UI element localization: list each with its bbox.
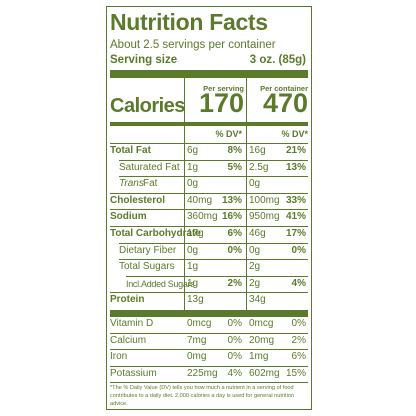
row-rule: [126, 275, 308, 277]
daily-value: 4%: [291, 277, 306, 289]
row-rule: [110, 382, 308, 384]
amount: 2g: [249, 277, 261, 289]
amount: 0g: [187, 178, 199, 190]
amount: 34g: [249, 294, 266, 306]
row-rule: [110, 143, 308, 144]
column-header: Per serving: [203, 84, 244, 93]
title: Nutrition Facts: [110, 9, 268, 35]
dv-header: % DV*: [281, 129, 308, 139]
column-header: Per container: [260, 84, 308, 93]
nutrient-name: Total Sugars: [119, 261, 175, 273]
daily-value: 2%: [291, 334, 306, 346]
amount: 17g: [187, 228, 204, 239]
nutrient-name: Fat: [143, 178, 158, 190]
amount: 0g: [249, 244, 261, 256]
row-rule: [110, 192, 308, 194]
servings: About 2.5 servings per container: [110, 39, 276, 51]
nutrient-name: Incl.Added Sugars: [126, 278, 195, 289]
row-rule: [110, 226, 308, 227]
medium-rule: [110, 122, 308, 126]
row-rule: [110, 365, 308, 367]
amount: 2.5g: [249, 161, 269, 173]
row-rule: [110, 316, 308, 317]
amount: 360mg: [187, 211, 218, 223]
serving-size-value: 3 oz. (85g): [249, 54, 306, 66]
daily-value: 8%: [227, 145, 242, 156]
daily-value: 5%: [227, 161, 242, 173]
nutrient-name: Sodium: [110, 211, 147, 223]
divider: [184, 78, 185, 312]
daily-value: 33%: [285, 194, 306, 206]
row-rule: [119, 242, 308, 244]
daily-value: 0%: [227, 318, 242, 329]
nutrient-name: Saturated Fat: [119, 161, 180, 173]
amount: 0g: [249, 178, 261, 190]
thick-rule: [110, 70, 308, 78]
serving-size-label: Serving size: [110, 54, 178, 66]
amount: 0mg: [187, 351, 207, 363]
nutrient-name: Vitamin D: [110, 318, 154, 329]
daily-value: 0%: [227, 244, 242, 256]
amount: 0mcg: [187, 318, 212, 329]
nutrient-name: Potassium: [110, 367, 157, 379]
nutrition-label: Nutrition Facts About 2.5 servings per c…: [106, 6, 312, 410]
nutrient-name: Cholesterol: [110, 194, 166, 206]
amount: 0mcg: [249, 318, 274, 329]
amount: 46g: [249, 228, 266, 239]
nutrient-name: Total Fat: [110, 145, 151, 156]
daily-value: 0%: [291, 318, 306, 329]
amount: 40mg: [187, 194, 213, 206]
daily-value: 6%: [291, 351, 306, 363]
daily-value: 13%: [221, 194, 242, 206]
amount: 1g: [187, 161, 199, 173]
amount: 13g: [187, 294, 204, 306]
calories-value: 170: [198, 88, 244, 118]
amount: 7mg: [187, 334, 207, 346]
nutrient-name: Iron: [110, 351, 128, 363]
nutrient-name: Calcium: [110, 334, 147, 346]
nutrient-name: Dietary Fiber: [119, 244, 177, 256]
row-rule: [119, 259, 308, 261]
divider: [246, 78, 247, 312]
amount: 1mg: [249, 351, 269, 363]
row-rule: [110, 349, 308, 351]
daily-value: 41%: [285, 211, 306, 223]
daily-value: 21%: [285, 145, 306, 156]
amount: 602mg: [249, 367, 280, 379]
amount: 950mg: [249, 211, 280, 223]
amount: 0g: [187, 244, 199, 256]
calories-value: 470: [262, 88, 308, 118]
daily-value: 2%: [227, 277, 242, 289]
daily-value: 0%: [291, 244, 306, 256]
daily-value: 15%: [285, 367, 306, 379]
daily-value: 0%: [227, 334, 242, 346]
row-rule: [110, 292, 308, 294]
nutrient-name: Protein: [110, 294, 145, 306]
daily-value: 0%: [227, 351, 242, 363]
row-rule: [119, 159, 308, 161]
amount: 225mg: [187, 367, 218, 379]
row-rule: [110, 209, 308, 211]
daily-value: 16%: [221, 211, 242, 223]
nutrient-name: Trans: [119, 178, 144, 190]
row-rule: [110, 332, 308, 334]
calories-label: Calories: [110, 95, 185, 117]
amount: 1g: [187, 261, 199, 273]
dv-header: % DV*: [215, 129, 242, 139]
daily-value: 6%: [227, 228, 242, 239]
row-rule: [119, 176, 308, 178]
amount: 16g: [249, 145, 266, 156]
amount: 20mg: [249, 334, 275, 346]
amount: 100mg: [249, 194, 280, 206]
amount: 1g: [187, 277, 199, 289]
daily-value: 4%: [227, 367, 242, 379]
nutrient-name: Total Carbohydrate: [110, 228, 201, 239]
thick-rule: [110, 310, 308, 316]
amount: 2g: [249, 261, 261, 273]
footnote: *The % Daily Value (DV) tells you how mu…: [110, 385, 295, 407]
daily-value: 17%: [285, 228, 306, 239]
daily-value: 13%: [285, 161, 306, 173]
amount: 6g: [187, 145, 199, 156]
